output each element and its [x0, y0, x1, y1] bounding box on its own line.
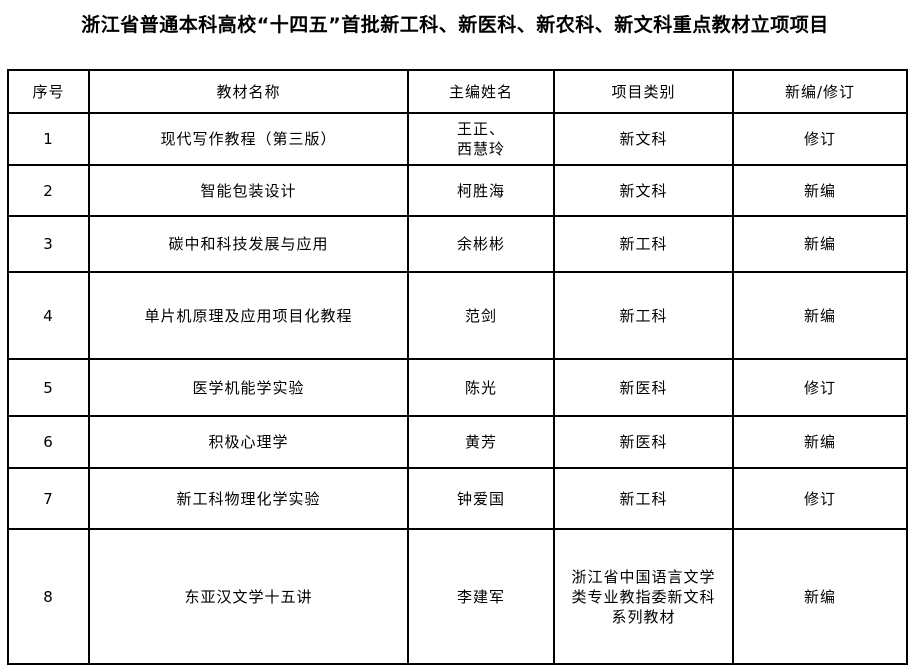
cell-index: 3	[7, 215, 90, 273]
cell-index: 4	[7, 271, 90, 360]
cell-editor: 陈光	[407, 358, 555, 417]
cell-textbook-name: 积极心理学	[88, 415, 409, 469]
cell-editor: 钟爱国	[407, 467, 555, 530]
cell-type: 新编	[732, 528, 908, 665]
table-row: 6 积极心理学 黄芳 新医科 新编	[7, 415, 908, 469]
header-editor: 主编姓名	[407, 69, 555, 114]
cell-category: 新医科	[553, 415, 734, 469]
cell-type: 新编	[732, 164, 908, 217]
cell-editor: 柯胜海	[407, 164, 555, 217]
cell-textbook-name: 单片机原理及应用项目化教程	[88, 271, 409, 360]
cell-editor: 黄芳	[407, 415, 555, 469]
cell-type: 新编	[732, 271, 908, 360]
cell-textbook-name: 现代写作教程（第三版）	[88, 112, 409, 166]
cell-editor: 余彬彬	[407, 215, 555, 273]
cell-editor: 李建军	[407, 528, 555, 665]
cell-type: 修订	[732, 358, 908, 417]
header-index: 序号	[7, 69, 90, 114]
cell-textbook-name: 医学机能学实验	[88, 358, 409, 417]
cell-category: 新工科	[553, 467, 734, 530]
table-row: 1 现代写作教程（第三版） 王正、 西慧玲 新文科 修订	[7, 112, 908, 166]
cell-textbook-name: 东亚汉文学十五讲	[88, 528, 409, 665]
header-category: 项目类别	[553, 69, 734, 114]
cell-index: 2	[7, 164, 90, 217]
cell-editor: 王正、 西慧玲	[407, 112, 555, 166]
cell-type: 修订	[732, 112, 908, 166]
table-row: 7 新工科物理化学实验 钟爱国 新工科 修订	[7, 467, 908, 530]
cell-type: 新编	[732, 415, 908, 469]
cell-category: 新医科	[553, 358, 734, 417]
cell-textbook-name: 智能包装设计	[88, 164, 409, 217]
cell-index: 6	[7, 415, 90, 469]
cell-textbook-name: 碳中和科技发展与应用	[88, 215, 409, 273]
cell-index: 7	[7, 467, 90, 530]
cell-index: 8	[7, 528, 90, 665]
cell-index: 1	[7, 112, 90, 166]
cell-textbook-name: 新工科物理化学实验	[88, 467, 409, 530]
header-row: 序号 教材名称 主编姓名 项目类别 新编/修订	[7, 69, 908, 114]
cell-index: 5	[7, 358, 90, 417]
cell-category: 新工科	[553, 215, 734, 273]
cell-category: 浙江省中国语言文学类专业教指委新文科系列教材	[553, 528, 734, 665]
cell-type: 新编	[732, 215, 908, 273]
table-row: 3 碳中和科技发展与应用 余彬彬 新工科 新编	[7, 215, 908, 273]
header-type: 新编/修订	[732, 69, 908, 114]
header-textbook-name: 教材名称	[88, 69, 409, 114]
cell-category: 新工科	[553, 271, 734, 360]
table-row: 2 智能包装设计 柯胜海 新文科 新编	[7, 164, 908, 217]
cell-type: 修订	[732, 467, 908, 530]
textbook-table: 序号 教材名称 主编姓名 项目类别 新编/修订 1 现代写作教程（第三版） 王正、 西慧玲 新文…	[7, 69, 908, 665]
table-row: 5 医学机能学实验 陈光 新医科 修订	[7, 358, 908, 417]
table-row: 4 单片机原理及应用项目化教程 范剑 新工科 新编	[7, 271, 908, 360]
cell-category: 新文科	[553, 112, 734, 166]
cell-category: 新文科	[553, 164, 734, 217]
cell-editor: 范剑	[407, 271, 555, 360]
table-row: 8 东亚汉文学十五讲 李建军 浙江省中国语言文学类专业教指委新文科系列教材 新编	[7, 528, 908, 665]
document-title: 浙江省普通本科高校“十四五”首批新工科、新医科、新农科、新文科重点教材立项项目	[81, 14, 829, 36]
